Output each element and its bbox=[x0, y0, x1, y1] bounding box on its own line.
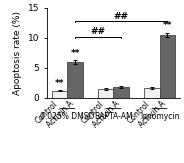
Text: ##: ## bbox=[114, 12, 129, 21]
Text: 0.025% DMSO: 0.025% DMSO bbox=[40, 112, 94, 121]
Bar bbox=[114, 87, 129, 98]
Bar bbox=[67, 62, 83, 98]
Text: ##: ## bbox=[91, 27, 106, 36]
Bar bbox=[52, 91, 67, 98]
Text: **: ** bbox=[163, 21, 172, 30]
Text: BAPTA-AM: BAPTA-AM bbox=[94, 112, 133, 121]
Y-axis label: Apoptosis rate (%): Apoptosis rate (%) bbox=[13, 11, 22, 95]
Text: **: ** bbox=[55, 79, 64, 88]
Text: Ionomycin: Ionomycin bbox=[140, 112, 179, 121]
Bar bbox=[160, 35, 175, 98]
Text: **: ** bbox=[70, 49, 80, 58]
Bar bbox=[144, 88, 160, 98]
Bar bbox=[98, 89, 114, 98]
